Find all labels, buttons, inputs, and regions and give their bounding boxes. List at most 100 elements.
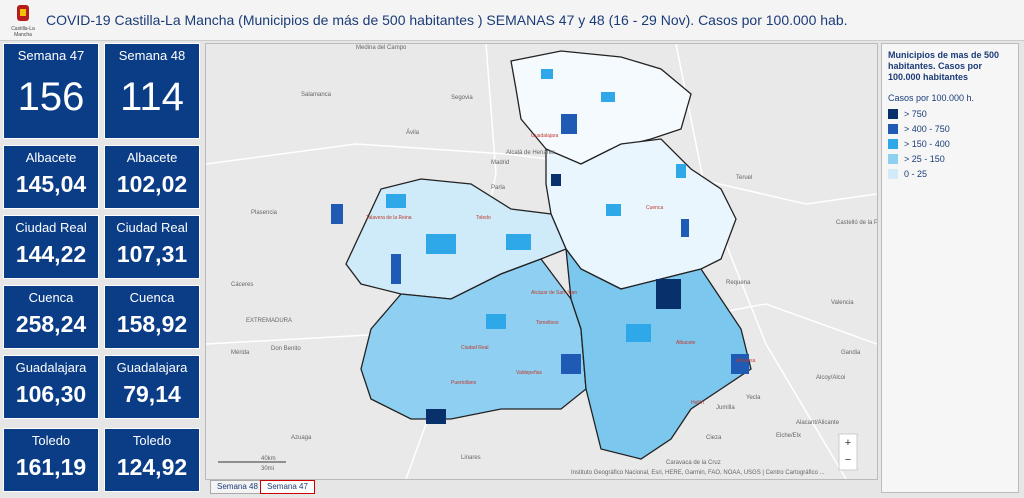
- crest: [17, 5, 29, 21]
- header: Castilla-La Mancha COVID-19 Castilla-La …: [0, 0, 1024, 41]
- legend-item: > 25 - 150: [888, 154, 1012, 164]
- map-label: Salamanca: [301, 92, 332, 98]
- card-title: Guadalajara: [116, 360, 188, 375]
- map-label: Almansa: [736, 358, 756, 364]
- map-label: Alcalá de Henares: [506, 150, 555, 156]
- card-value: 258,24: [15, 311, 87, 337]
- map-label: Alcoy/Alcoi: [816, 375, 845, 381]
- zoom-in[interactable]: +: [845, 437, 851, 449]
- indicator-card: Semana 47 156: [3, 43, 99, 139]
- map-label: Requena: [726, 280, 751, 286]
- indicator-card: Toledo 124,92: [104, 428, 200, 492]
- legend-swatch: [888, 109, 898, 119]
- indicator-card: Ciudad Real 144,22: [3, 215, 99, 279]
- indicator-card: Cuenca 258,24: [3, 285, 99, 349]
- map-label: Alacant/Alicante: [796, 420, 840, 426]
- card-title: Semana 48: [118, 48, 186, 63]
- high-patches: [331, 114, 749, 374]
- map-label: Cuenca: [646, 205, 663, 211]
- zoom-out[interactable]: −: [845, 454, 851, 466]
- card-value: 158,92: [116, 311, 188, 337]
- card-value: 107,31: [116, 241, 188, 267]
- map-label: Caravaca de la Cruz: [666, 460, 721, 466]
- legend-item: > 400 - 750: [888, 124, 1012, 134]
- legend: Municipios de mas de 500 habitantes. Cas…: [881, 43, 1019, 493]
- map-label: Toledo: [476, 215, 491, 221]
- legend-item: > 150 - 400: [888, 139, 1012, 149]
- legend-subtitle: Casos por 100.000 h.: [888, 93, 975, 103]
- map-label: Hellín: [691, 400, 704, 406]
- legend-label: > 25 - 150: [904, 154, 945, 164]
- map[interactable]: + − 40km 30mi Instituto Geográfico Nacio…: [205, 43, 878, 480]
- card-value: 156: [17, 75, 85, 119]
- map-label: Teruel: [736, 175, 752, 181]
- map-label: Cieza: [706, 435, 722, 441]
- card-value: 102,02: [116, 171, 188, 197]
- map-label: Gandia: [841, 350, 861, 356]
- legend-item: > 750: [888, 109, 1012, 119]
- logo: Castilla-La Mancha: [8, 4, 38, 38]
- legend-swatch: [888, 124, 898, 134]
- card-title: Toledo: [132, 433, 172, 448]
- card-title: Semana 47: [17, 48, 85, 63]
- map-label: Puertollano: [451, 380, 477, 386]
- legend-label: 0 - 25: [904, 169, 928, 179]
- zoom-control[interactable]: [838, 433, 858, 471]
- map-label: Madrid: [491, 160, 509, 166]
- top-patches: [426, 174, 681, 424]
- map-label: EXTREMADURA: [246, 318, 292, 324]
- card-title: Albacete: [126, 150, 178, 165]
- map-label: Linares: [461, 455, 481, 461]
- map-label: Plasencia: [251, 210, 278, 216]
- legend-swatch: [888, 169, 898, 179]
- map-label: Valdepeñas: [516, 370, 543, 376]
- map-label: Guadalajara: [531, 133, 558, 139]
- map-label: Cáceres: [231, 282, 253, 288]
- map-label: Alcázar de San Juan: [531, 290, 577, 296]
- card-value: 106,30: [15, 381, 87, 407]
- legend-label: > 150 - 400: [904, 139, 950, 149]
- legend-title: Municipios de mas de 500 habitantes. Cas…: [888, 50, 1000, 82]
- map-label: Don Benito: [271, 346, 301, 352]
- map-label: Azuaga: [291, 435, 312, 441]
- map-label: Mérida: [231, 350, 250, 356]
- card-title: Cuenca: [28, 290, 74, 305]
- indicator-card: Guadalajara 106,30: [3, 355, 99, 419]
- scale-mi: 30mi: [261, 466, 274, 472]
- legend-items: > 750 > 400 - 750 > 150 - 400 > 25 - 150 0 -…: [888, 109, 1012, 179]
- map-label: Valencia: [831, 300, 854, 306]
- legend-label: > 750: [904, 109, 927, 119]
- card-value: 124,92: [116, 454, 188, 480]
- card-title: Cuenca: [129, 290, 175, 305]
- card-value: 161,19: [15, 454, 87, 480]
- map-label: Ávila: [406, 129, 420, 136]
- map-label: Elche/Elx: [776, 433, 801, 439]
- map-label: Medina del Campo: [356, 45, 407, 51]
- map-label: Castelló de la Plana/Castellón de la Pla…: [836, 220, 877, 226]
- card-title: Toledo: [31, 433, 71, 448]
- map-label: Tomelloso: [536, 320, 559, 326]
- logo-text: Castilla-La Mancha: [11, 26, 35, 38]
- map-label: Talavera de la Reina: [366, 215, 412, 221]
- indicator-card: Guadalajara 79,14: [104, 355, 200, 419]
- card-value: 144,22: [15, 241, 87, 267]
- legend-item: 0 - 25: [888, 169, 1012, 179]
- indicator-card: Albacete 145,04: [3, 145, 99, 209]
- tab-active[interactable]: Semana 47: [260, 480, 315, 494]
- card-title: Albacete: [25, 150, 77, 165]
- map-label: Segovia: [451, 95, 473, 101]
- title: COVID-19 Castilla-La Mancha (Municipios …: [46, 12, 848, 28]
- indicator-card: Cuenca 158,92: [104, 285, 200, 349]
- map-label: Albacete: [676, 340, 696, 346]
- card-value: 145,04: [15, 171, 87, 197]
- indicator-card: Semana 48 114: [104, 43, 200, 139]
- attribution: Instituto Geográfico Nacional, Esri, HER…: [571, 470, 825, 476]
- card-title: Guadalajara: [15, 360, 87, 375]
- indicator-card: Ciudad Real 107,31: [104, 215, 200, 279]
- card-title: Ciudad Real: [15, 220, 87, 235]
- tab[interactable]: Semana 48: [210, 480, 265, 494]
- card-title: Ciudad Real: [116, 220, 188, 235]
- map-label: Jumilla: [716, 405, 735, 411]
- indicator-card: Albacete 102,02: [104, 145, 200, 209]
